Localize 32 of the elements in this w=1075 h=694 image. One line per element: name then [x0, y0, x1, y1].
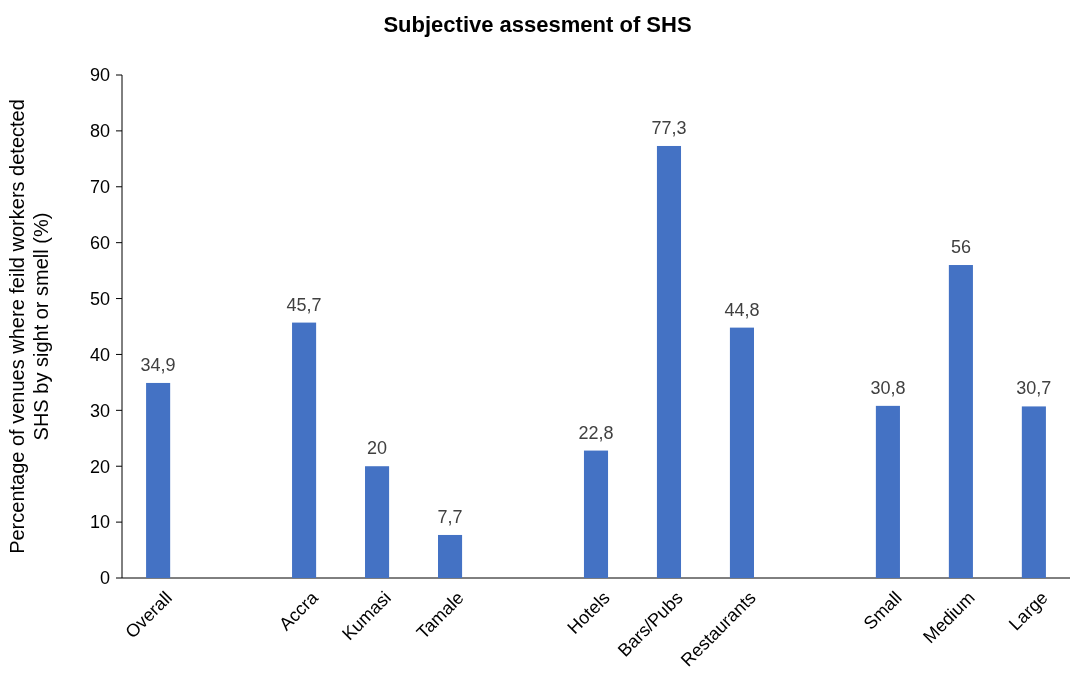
data-label: 20 — [367, 438, 388, 459]
data-label: 45,7 — [286, 294, 322, 315]
data-label: 44,8 — [724, 299, 760, 320]
y-tick-label: 70 — [89, 177, 110, 198]
y-tick-label: 20 — [89, 456, 110, 477]
y-axis-title: Percentage of venues where feild workers detected SHS by sight or smell (%) — [6, 99, 52, 554]
y-tick-label: 40 — [89, 344, 110, 365]
data-label: 56 — [950, 237, 971, 258]
bar — [948, 265, 973, 578]
bar — [146, 382, 171, 578]
y-tick-label: 30 — [89, 400, 110, 421]
bar — [729, 327, 754, 578]
bar — [656, 145, 682, 578]
y-tick-label: 60 — [89, 232, 110, 253]
y-tick-label: 10 — [89, 512, 110, 533]
bar — [1021, 406, 1046, 578]
y-tick-label: 50 — [89, 288, 110, 309]
bar — [875, 405, 900, 578]
bar — [365, 466, 390, 578]
y-tick-label: 0 — [99, 568, 110, 589]
bar — [583, 450, 609, 578]
data-label: 7,7 — [437, 506, 463, 527]
bar — [292, 322, 317, 578]
data-label: 22,8 — [578, 422, 614, 443]
data-label: 34,9 — [140, 354, 176, 375]
data-label: 77,3 — [651, 117, 687, 138]
y-tick-label: 90 — [89, 65, 110, 86]
bar — [438, 534, 463, 578]
data-label: 30,8 — [870, 377, 906, 398]
data-label: 30,7 — [1016, 378, 1052, 399]
chart-title: Subjective assesment of SHS — [383, 12, 692, 37]
y-tick-label: 80 — [89, 121, 110, 142]
